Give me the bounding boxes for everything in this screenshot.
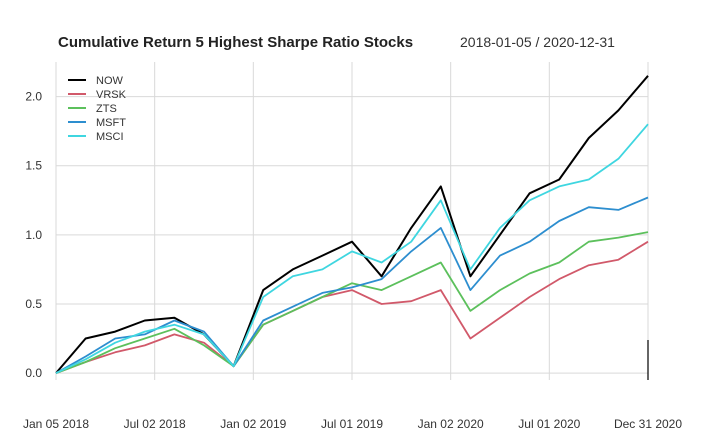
series-line-zts <box>55 231 649 374</box>
axes: 0.0 0.5 1.0 1.5 2.0 Jan 05 2018 Jul 02 2018 Jan… <box>23 90 682 431</box>
series-line-now <box>55 75 649 374</box>
x-tick-label: Jan 05 2018 <box>23 417 89 431</box>
y-tick-label: 0.5 <box>25 297 42 311</box>
chart-title: Cumulative Return 5 Highest Sharpe Ratio… <box>58 34 413 51</box>
x-tick-label: Dec 31 2020 <box>614 417 682 431</box>
grid-lines <box>55 62 649 380</box>
series-line-msci <box>55 123 649 374</box>
y-tick-label: 2.0 <box>25 90 42 104</box>
series-line-vrsk <box>55 240 649 374</box>
chart-date-range: 2018-01-05 / 2020-12-31 <box>460 34 615 50</box>
x-tick-label: Jan 02 2019 <box>220 417 286 431</box>
series-lines <box>55 75 649 374</box>
y-tick-label: 1.0 <box>25 228 42 242</box>
y-tick-label: 1.5 <box>25 159 42 173</box>
legend-label-msft: MSFT <box>96 117 126 129</box>
x-tick-label: Jan 02 2020 <box>418 417 484 431</box>
legend-label-zts: ZTS <box>96 103 117 115</box>
y-tick-label: 0.0 <box>25 366 42 380</box>
x-tick-label: Jul 01 2019 <box>321 417 383 431</box>
legend-label-msci: MSCI <box>96 131 124 143</box>
legend: NOW VRSK ZTS MSFT MSCI <box>68 75 127 143</box>
legend-label-now: NOW <box>96 75 124 87</box>
legend-label-vrsk: VRSK <box>96 89 127 101</box>
x-tick-label: Jul 01 2020 <box>518 417 580 431</box>
x-tick-label: Jul 02 2018 <box>124 417 186 431</box>
